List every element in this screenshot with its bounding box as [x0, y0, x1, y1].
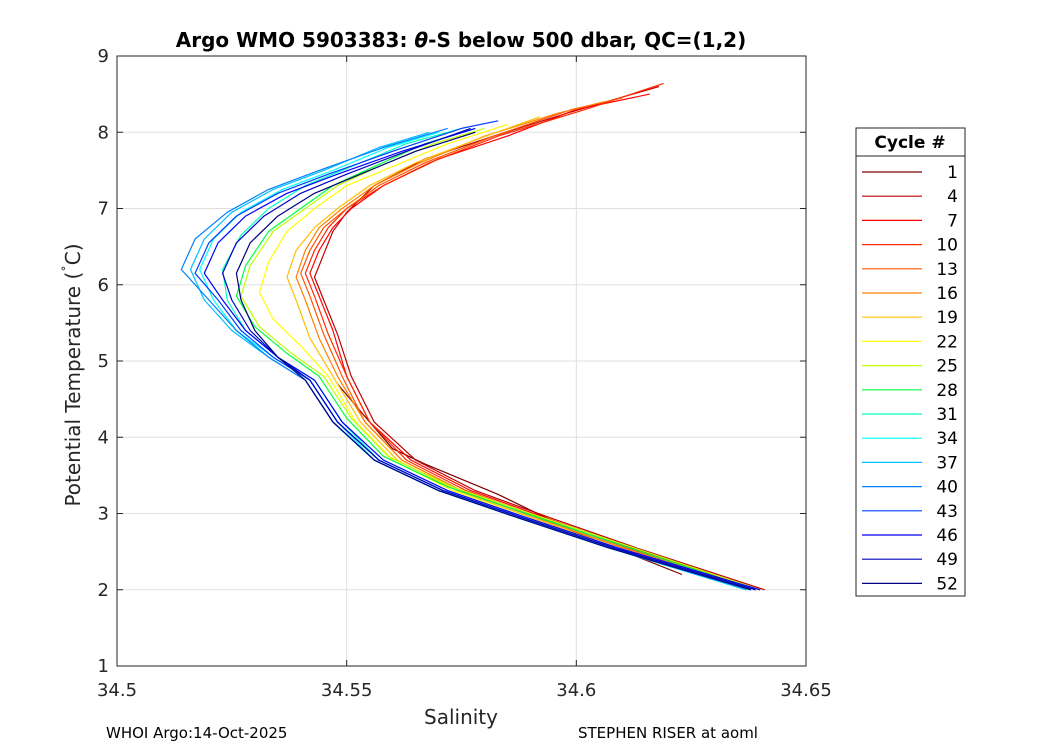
- series-line-cycle-16: [295, 101, 756, 591]
- grid-lines: [117, 56, 806, 666]
- legend-label-cycle-46: 46: [936, 526, 958, 546]
- chart-title-prefix: Argo WMO 5903383:: [176, 28, 415, 52]
- legend-label-cycle-10: 10: [936, 236, 958, 256]
- y-tick-label: 3: [98, 504, 109, 525]
- legend-label-cycle-37: 37: [936, 453, 958, 473]
- legend-label-cycle-31: 31: [936, 405, 958, 425]
- chart-title: Argo WMO 5903383: θ-S below 500 dbar, QC…: [176, 28, 746, 52]
- axis-ticks: 34.5 34.55 34.6 34.65 1 2 3 4 5 6 7 8 9: [97, 46, 832, 701]
- y-axis-label-prefix: Potential Temperature (: [61, 272, 85, 507]
- footer-right-credit: STEPHEN RISER at aoml: [578, 724, 758, 742]
- legend-label-cycle-19: 19: [936, 308, 958, 328]
- y-tick-label: 5: [98, 351, 109, 372]
- chart-title-suffix: -S below 500 dbar, QC=(1,2): [428, 28, 746, 52]
- data-series-group: [180, 82, 765, 591]
- y-tick-label: 9: [98, 46, 109, 67]
- legend-label-cycle-13: 13: [936, 260, 958, 280]
- legend-label-cycle-16: 16: [936, 284, 958, 304]
- series-line-cycle-49: [222, 127, 756, 591]
- legend: Cycle # 1 4 7 10 13 16 19 22 25 28 31 34 37 40 43 46 49 5…: [855, 127, 966, 597]
- legend-label-cycle-22: 22: [936, 332, 958, 352]
- y-tick-label: 1: [98, 656, 109, 677]
- series-line-cycle-10: [304, 82, 761, 591]
- y-tick-label: 6: [98, 275, 109, 296]
- legend-label-cycle-40: 40: [936, 478, 958, 498]
- legend-items: 1 4 7 10 13 16 19 22 25 28 31 34 37 40 43 46 49 52: [862, 163, 958, 594]
- series-line-cycle-19: [286, 116, 756, 591]
- footer-left-credit: WHOI Argo:14-Oct-2025: [106, 724, 288, 742]
- x-tick-label: 34.55: [321, 680, 373, 701]
- series-line-cycle-46: [203, 127, 761, 591]
- legend-label-cycle-1: 1: [947, 163, 958, 183]
- legend-label-cycle-43: 43: [936, 502, 958, 522]
- y-tick-label: 4: [98, 427, 109, 448]
- legend-label-cycle-25: 25: [936, 357, 958, 377]
- legend-label-cycle-34: 34: [936, 429, 958, 449]
- legend-label-cycle-49: 49: [936, 550, 958, 570]
- y-axis-label-suffix: C): [61, 243, 85, 265]
- series-line-cycle-22: [258, 124, 752, 591]
- series-line-cycle-25: [240, 127, 761, 591]
- chart-title-theta: θ: [414, 28, 428, 52]
- y-axis-label-degree: ˚: [61, 265, 77, 272]
- legend-label-cycle-28: 28: [936, 381, 958, 401]
- legend-label-cycle-7: 7: [947, 211, 958, 231]
- legend-box: [855, 127, 966, 597]
- y-tick-label: 7: [98, 199, 109, 220]
- legend-title: Cycle #: [874, 133, 945, 153]
- x-tick-label: 34.6: [556, 680, 596, 701]
- y-tick-label: 8: [98, 122, 109, 143]
- y-axis-label: Potential Temperature (˚C): [61, 243, 85, 506]
- legend-label-cycle-4: 4: [947, 187, 958, 207]
- legend-label-cycle-52: 52: [936, 574, 958, 594]
- series-line-cycle-52: [235, 131, 752, 591]
- x-tick-label: 34.5: [97, 680, 137, 701]
- x-axis-label: Salinity: [424, 705, 498, 729]
- y-tick-label: 2: [98, 580, 109, 601]
- x-tick-label: 34.65: [780, 680, 832, 701]
